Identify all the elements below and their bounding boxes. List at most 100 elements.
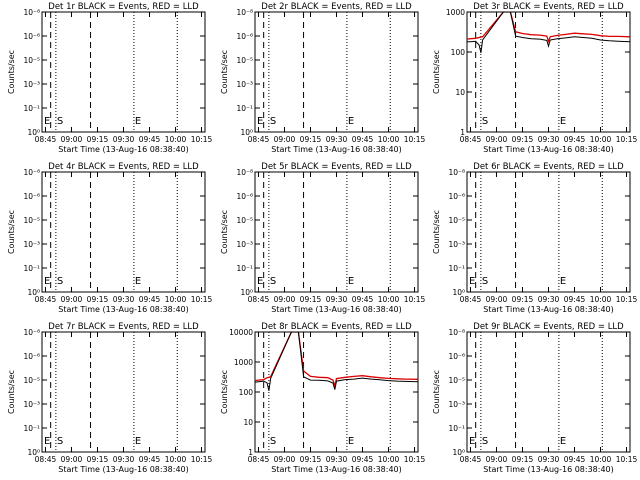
y-tick-label: 10⁻³ (23, 240, 40, 249)
y-axis-label: Counts/sec (432, 370, 441, 414)
x-tick-label: 10:00 (378, 455, 400, 464)
x-tick-label: 09:30 (326, 135, 348, 144)
x-axis-label: Start Time (13-Aug-16 08:38:40) (58, 145, 189, 154)
y-axis-label: Counts/sec (7, 210, 16, 254)
y-tick-label: 10⁻⁸ (448, 328, 465, 337)
y-tick-label: 10000 (229, 328, 253, 337)
y-axis-label: Counts/sec (220, 50, 229, 94)
x-tick-label: 10:00 (590, 455, 612, 464)
x-tick-label: 08:45 (460, 455, 482, 464)
x-tick-label: 09:30 (538, 455, 560, 464)
panel-title: Det 7r BLACK = Events, RED = LLD (48, 322, 199, 332)
panel-det-4: Det 4r BLACK = Events, RED = LLD 10⁰ 10⁻¹ 1… (7, 162, 213, 314)
start-marker-label: S (270, 436, 276, 447)
plot-frame (466, 171, 631, 293)
y-tick-label: 1000 (446, 8, 465, 17)
y-tick-label: 10⁻¹ (236, 264, 253, 273)
y-tick-label: 10⁻¹ (448, 264, 465, 273)
panel-det-2: Det 2r BLACK = Events, RED = LLD 10⁰ 10⁻¹ 1… (220, 2, 426, 154)
x-tick-label: 09:00 (61, 295, 83, 304)
panel-det-5: Det 5r BLACK = Events, RED = LLD 10⁰ 10⁻¹ 1… (220, 162, 426, 314)
x-tick-label: 09:15 (512, 295, 534, 304)
panel-det-6: Det 6r BLACK = Events, RED = LLD 10⁰ 10⁻¹ 1… (432, 162, 638, 314)
edge-marker-label: E (469, 436, 475, 447)
edge-marker-label: E (44, 436, 50, 447)
x-tick-label: 09:30 (113, 135, 135, 144)
y-axis-label: Counts/sec (432, 50, 441, 94)
y-tick-label: 10⁻³ (23, 400, 40, 409)
panel-det-1: Det 1r BLACK = Events, RED = LLD 10⁰ 10⁻¹ 1… (7, 2, 213, 154)
x-tick-label: 09:00 (486, 295, 508, 304)
x-tick-label: 09:30 (538, 135, 560, 144)
x-tick-label: 10:15 (404, 295, 426, 304)
x-tick-label: 09:00 (486, 135, 508, 144)
y-tick-label: 10⁻⁶ (23, 192, 40, 201)
x-tick-label: 09:45 (139, 135, 161, 144)
y-axis-label: Counts/sec (7, 370, 16, 414)
x-tick-label: 09:30 (113, 455, 135, 464)
x-tick-label: 09:00 (274, 135, 296, 144)
x-tick-label: 10:15 (191, 135, 213, 144)
y-tick-label: 10⁻⁵ (23, 56, 40, 65)
x-axis-label: Start Time (13-Aug-16 08:38:40) (58, 305, 189, 314)
x-axis-label: Start Time (13-Aug-16 08:38:40) (271, 465, 402, 474)
x-tick-label: 09:30 (326, 455, 348, 464)
end-marker-label: E (135, 276, 141, 287)
panel-title: Det 4r BLACK = Events, RED = LLD (48, 162, 199, 172)
x-tick-label: 09:00 (61, 135, 83, 144)
start-marker-label: S (482, 276, 488, 287)
x-tick-label: 10:15 (404, 135, 426, 144)
x-tick-label: 09:15 (300, 295, 322, 304)
end-marker-label: E (135, 436, 141, 447)
x-tick-label: 09:30 (326, 295, 348, 304)
plot-frame (41, 331, 206, 453)
x-tick-label: 08:45 (248, 295, 270, 304)
y-tick-label: 1 (248, 448, 253, 457)
x-tick-label: 09:15 (87, 135, 109, 144)
x-tick-label: 10:15 (616, 455, 638, 464)
panel-title: Det 9r BLACK = Events, RED = LLD (473, 322, 624, 332)
x-axis-label: Start Time (13-Aug-16 08:38:40) (271, 145, 402, 154)
x-tick-label: 09:15 (87, 295, 109, 304)
x-tick-label: 09:45 (564, 295, 586, 304)
y-tick-label: 10⁻⁸ (23, 168, 40, 177)
y-tick-label: 10⁰ (27, 288, 40, 297)
y-tick-label: 10⁻⁶ (236, 192, 253, 201)
end-marker-label: E (560, 116, 566, 127)
x-tick-label: 09:15 (512, 135, 534, 144)
edge-marker-label: E (44, 276, 50, 287)
x-tick-label: 10:00 (165, 455, 187, 464)
x-tick-label: 09:00 (61, 455, 83, 464)
start-marker-label: S (270, 276, 276, 287)
y-axis-label: Counts/sec (220, 370, 229, 414)
y-tick-label: 10⁻⁸ (448, 168, 465, 177)
y-tick-label: 10⁻⁶ (23, 32, 40, 41)
panel-title: Det 5r BLACK = Events, RED = LLD (261, 162, 412, 172)
panel-title: Det 1r BLACK = Events, RED = LLD (48, 2, 199, 12)
y-tick-label: 10⁰ (452, 288, 465, 297)
events-series-line (255, 332, 418, 391)
panel-det-3: Det 3r BLACK = Events, RED = LLD 1 10 100 10… (432, 2, 638, 154)
x-axis-label: Start Time (13-Aug-16 08:38:40) (483, 305, 614, 314)
lld-series-line (467, 12, 630, 44)
y-tick-label: 10 (455, 88, 465, 97)
y-tick-label: 10⁻⁶ (448, 192, 465, 201)
x-tick-label: 09:45 (352, 455, 374, 464)
y-tick-label: 1 (460, 128, 465, 137)
x-tick-label: 08:45 (35, 295, 57, 304)
x-tick-label: 09:45 (564, 455, 586, 464)
x-tick-label: 09:45 (139, 295, 161, 304)
start-marker-label: S (482, 436, 488, 447)
end-marker-label: E (348, 436, 354, 447)
x-tick-label: 08:45 (248, 135, 270, 144)
y-tick-label: 10⁻¹ (236, 104, 253, 113)
events-series-line (467, 12, 630, 54)
lld-series-line (255, 332, 418, 389)
plot-frame (41, 171, 206, 293)
start-marker-label: S (482, 116, 488, 127)
end-marker-label: E (348, 116, 354, 127)
y-tick-label: 10⁻⁵ (23, 216, 40, 225)
panel-det-9: Det 9r BLACK = Events, RED = LLD 10⁰ 10⁻¹ 1… (432, 322, 638, 474)
x-axis-label: Start Time (13-Aug-16 08:38:40) (271, 305, 402, 314)
x-tick-label: 09:45 (352, 135, 374, 144)
